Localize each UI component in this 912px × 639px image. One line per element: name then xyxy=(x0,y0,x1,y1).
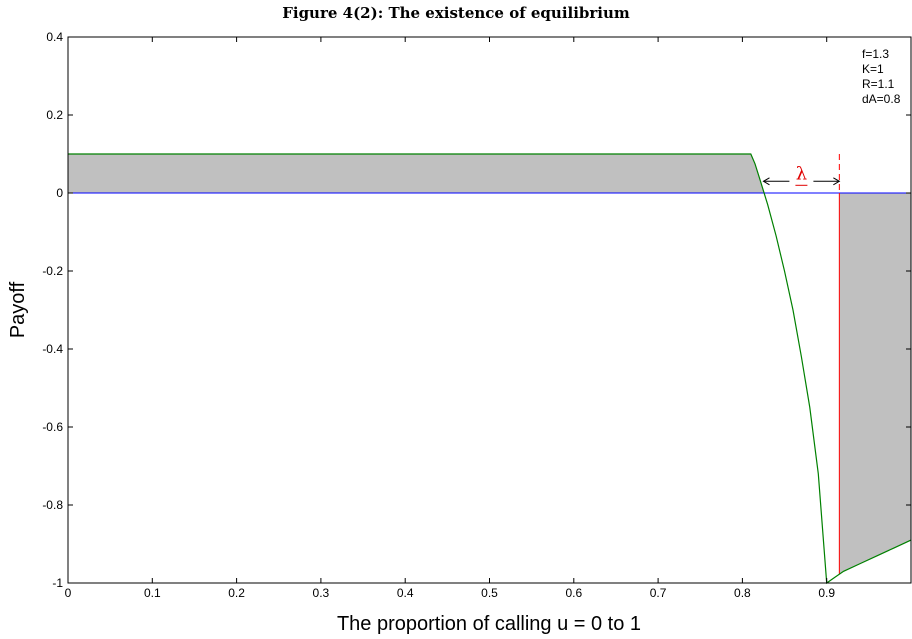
param-label: K=1 xyxy=(862,62,884,76)
y-tick-label: -1 xyxy=(52,576,63,590)
x-tick-label: 0.2 xyxy=(228,586,245,600)
param-label: dA=0.8 xyxy=(862,92,901,106)
y-tick-label: -0.6 xyxy=(42,420,63,434)
x-tick-label: 0.8 xyxy=(734,586,751,600)
plot-frame xyxy=(67,36,912,584)
chart-title: Figure 4(2): The existence of equilibriu… xyxy=(282,4,630,22)
x-tick-label: 0.1 xyxy=(144,586,161,600)
lambda-arrowhead-left xyxy=(762,177,770,186)
lambda-arrowhead-right xyxy=(833,177,841,186)
y-tick-label: 0 xyxy=(56,186,63,200)
payoff-curve xyxy=(68,153,912,585)
y-tick-label: -0.2 xyxy=(42,264,63,278)
x-tick-label: 0 xyxy=(65,586,72,600)
lambda-label: λ xyxy=(796,163,807,184)
param-label: f=1.3 xyxy=(862,47,889,61)
param-label: R=1.1 xyxy=(862,77,895,91)
y-tick-label: 0.4 xyxy=(46,30,63,44)
plot-area: λ 0 0.1 0.2 0.3 0.4 0.5 0.6 0.7 0.8 0.9 0.4 0.2 0 -0.2… xyxy=(42,30,912,600)
x-tick-label: 0.3 xyxy=(313,586,330,600)
y-tick-label: -0.8 xyxy=(42,498,63,512)
x-tick-label: 0.7 xyxy=(650,586,667,600)
shaded-region-1 xyxy=(68,154,764,193)
shaded-region-2 xyxy=(839,193,911,575)
x-tick-label: 0.4 xyxy=(397,586,414,600)
x-tick-label: 0.5 xyxy=(481,586,498,600)
x-axis-label: The proportion of calling u = 0 to 1 xyxy=(337,613,641,635)
y-tick-label: 0.2 xyxy=(46,108,63,122)
y-axis-label: Payoff xyxy=(7,281,29,338)
x-tick-label: 0.6 xyxy=(565,586,582,600)
x-tick-label: 0.9 xyxy=(818,586,835,600)
y-tick-label: -0.4 xyxy=(42,342,63,356)
